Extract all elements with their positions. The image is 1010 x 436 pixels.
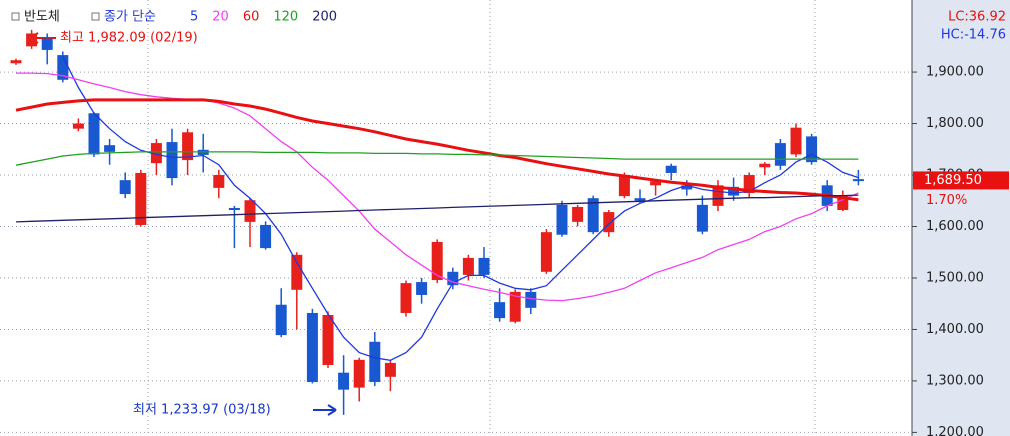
y-tick-label: 1,800.00 — [926, 116, 984, 131]
candle-body — [228, 207, 240, 211]
ma-line — [16, 72, 859, 302]
candle-body — [384, 362, 396, 377]
legend-entry: 5 — [190, 10, 198, 25]
candle-body — [681, 185, 693, 190]
annotation: 최고 1,982.09 (02/19) — [60, 31, 198, 46]
legend-entry: 20 — [212, 10, 229, 25]
legend-entry: 60 — [243, 10, 260, 25]
candle-body — [104, 145, 116, 152]
candle-body — [806, 136, 818, 163]
candle-body — [244, 200, 256, 222]
candle-body — [743, 175, 755, 194]
candle-body — [665, 165, 677, 173]
candle-body — [353, 359, 365, 388]
candle-body — [650, 181, 662, 186]
legend-label: 종가 단순 — [104, 10, 156, 25]
y-tick-label: 1,300.00 — [926, 373, 984, 388]
candle-body — [837, 195, 849, 211]
candle-body — [260, 224, 272, 249]
candle-body — [306, 312, 318, 382]
annotation: 최저 1,233.97 (03/18) — [133, 403, 271, 418]
candle-body — [213, 175, 225, 188]
candle-body — [10, 60, 22, 64]
candle-body — [634, 198, 646, 201]
candle-body — [431, 241, 443, 281]
candle-body — [135, 172, 147, 225]
candle-body — [462, 257, 474, 275]
candle-body — [540, 232, 552, 272]
candle-body — [790, 127, 802, 155]
candle-body — [556, 204, 568, 235]
ma-line — [15, 98, 859, 202]
y-tick-label: 1,400.00 — [926, 322, 984, 337]
last-price-label: 1,689.50 — [924, 173, 982, 188]
candle-body — [72, 123, 84, 129]
candle-body — [587, 198, 599, 233]
y-tick-label: 1,900.00 — [926, 65, 984, 80]
candle-body — [852, 179, 864, 182]
candle-body — [88, 113, 100, 155]
last-price-box — [913, 171, 1009, 190]
hc-label: HC:-14.76 — [941, 28, 1006, 43]
candle-body — [119, 180, 131, 195]
legend-entry: 200 — [312, 10, 337, 25]
y-tick-label: 1,600.00 — [926, 219, 984, 234]
candle-body — [572, 206, 584, 222]
candle-body — [182, 132, 194, 161]
candle-body — [338, 372, 350, 390]
candle-body — [57, 55, 69, 80]
candle-body — [41, 38, 53, 50]
legend-entry: 120 — [273, 10, 298, 25]
candle-body — [447, 271, 459, 286]
axis-panel — [912, 0, 1010, 436]
candle-body — [478, 257, 490, 275]
legend-icon — [91, 12, 100, 21]
candle-body — [712, 185, 724, 206]
candle-body — [322, 315, 334, 365]
candle-body — [603, 212, 615, 233]
candle-body — [494, 302, 506, 319]
annotation-arrow — [313, 404, 337, 416]
candle-body — [400, 283, 412, 313]
candle-body — [525, 291, 537, 308]
candle-body — [696, 204, 708, 232]
candle-body — [728, 186, 740, 196]
candle-body — [26, 33, 38, 47]
ma-line — [15, 151, 859, 166]
ma-line — [62, 56, 859, 361]
candle-body — [150, 143, 162, 164]
candle-body — [166, 142, 178, 179]
candle-body — [774, 143, 786, 166]
candle-body — [759, 163, 771, 168]
change-label: 1.70% — [926, 193, 967, 208]
candle-body — [618, 175, 630, 197]
candle-body — [509, 291, 521, 322]
candle-body — [416, 282, 428, 295]
candle-body — [369, 341, 381, 382]
legend-icon — [11, 12, 20, 21]
candle-body — [275, 304, 287, 336]
ma-line — [15, 194, 859, 223]
lc-label: LC:36.92 — [948, 10, 1006, 25]
y-tick-label: 1,200.00 — [926, 425, 984, 436]
candle-body — [291, 254, 303, 290]
y-tick-label: 1,500.00 — [926, 270, 984, 285]
chart-title: 반도체 — [24, 10, 60, 25]
